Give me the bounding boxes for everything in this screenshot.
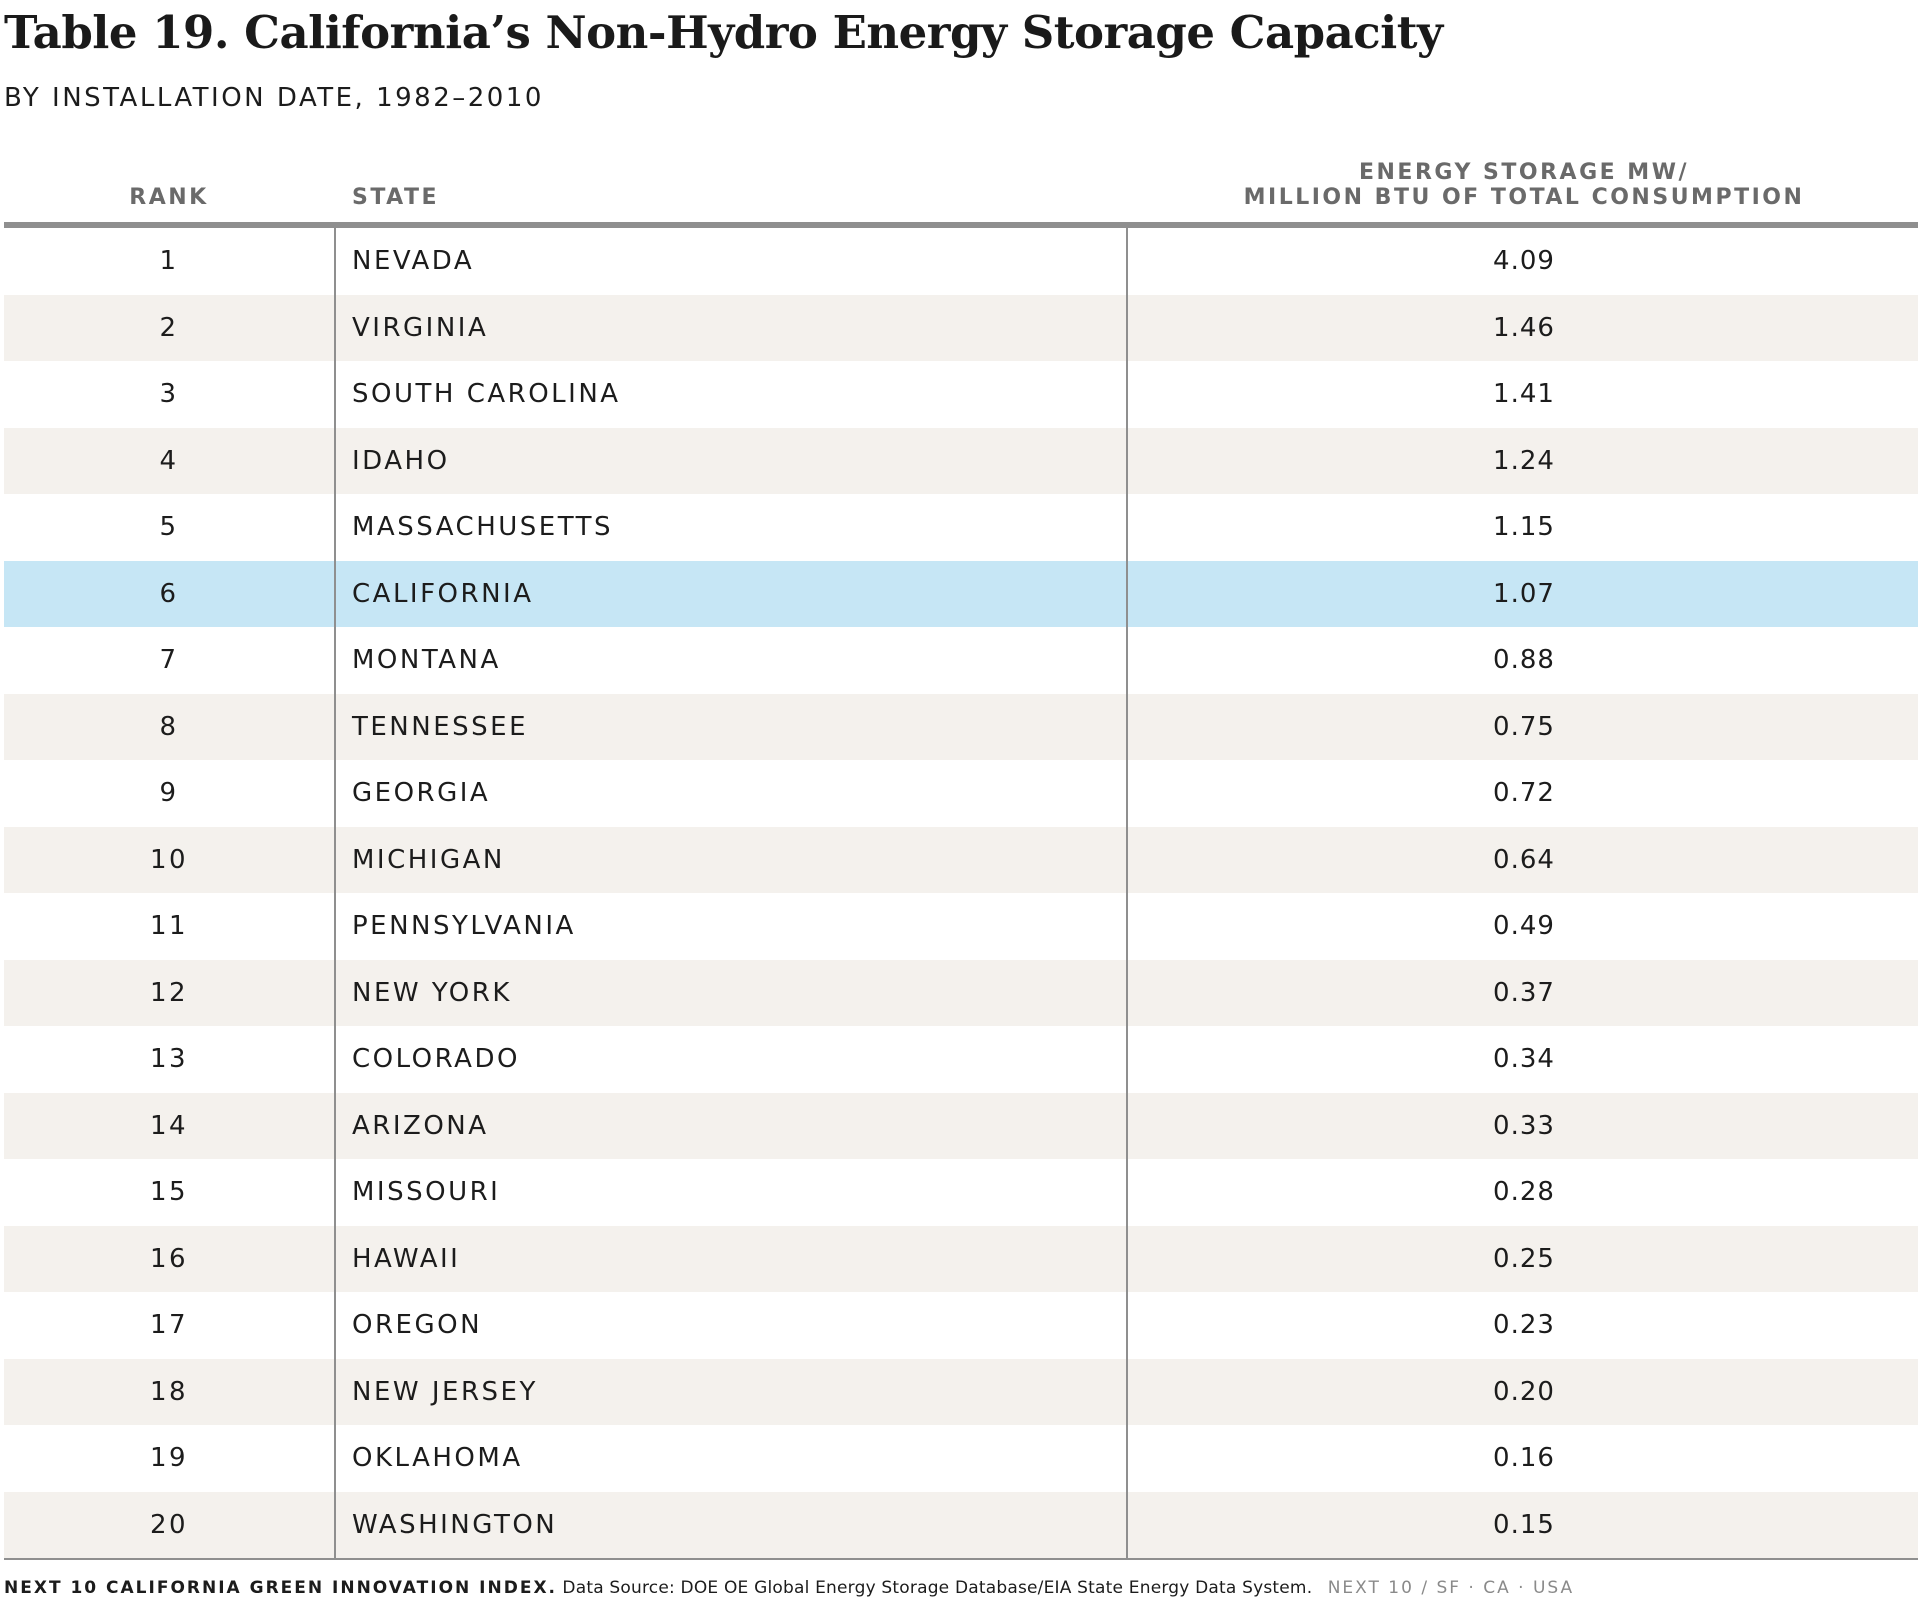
rank-cell: 19 [149,1443,189,1473]
table-row: 5 MASSACHUSETTS 1.15 [4,494,1918,561]
rank-cell: 12 [149,977,189,1008]
table-row: 10 MICHIGAN 0.64 [4,826,1918,893]
table-row: 11 PENNSYLVANIA 0.49 [4,893,1918,960]
value-cell: 0.20 [1493,1376,1555,1407]
rank-cell: 18 [149,1376,189,1407]
rank-cell: 9 [159,778,179,808]
state-cell: GEORGIA [352,778,491,808]
rank-cell: 11 [149,911,189,941]
table-row: 7 MONTANA 0.88 [4,627,1918,694]
state-cell: MISSOURI [352,1177,501,1207]
state-cell: PENNSYLVANIA [352,911,576,941]
value-cell: 1.41 [1493,379,1555,409]
table-row: 19 OKLAHOMA 0.16 [4,1425,1918,1492]
value-cell: 0.34 [1493,1044,1555,1074]
state-cell: SOUTH CAROLINA [352,379,621,409]
value-cell: 0.16 [1493,1443,1555,1473]
table-bottom-rule [4,1558,1918,1560]
table-row: 4 IDAHO 1.24 [4,427,1918,494]
value-cell: 0.75 [1493,711,1555,742]
rank-cell: 17 [149,1310,189,1340]
footer-index-name: NEXT 10 CALIFORNIA GREEN INNOVATION INDE… [4,1578,558,1598]
table-row: 20 WASHINGTON 0.15 [4,1491,1918,1558]
table-row: 14 ARIZONA 0.33 [4,1092,1918,1159]
value-cell: 1.24 [1493,445,1555,476]
table-row: 9 GEORGIA 0.72 [4,760,1918,827]
rank-cell: 8 [159,711,179,742]
table-row: 2 VIRGINIA 1.46 [4,294,1918,361]
table-row-highlighted: 6 CALIFORNIA 1.07 [4,560,1918,627]
state-cell: OREGON [352,1310,483,1340]
rank-cell: 14 [149,1110,189,1141]
header-value-line2: MILLION BTU OF TOTAL CONSUMPTION [1243,185,1805,210]
table-row: 16 HAWAII 0.25 [4,1225,1918,1292]
value-cell: 0.72 [1493,778,1555,808]
state-cell: COLORADO [352,1044,520,1074]
rank-cell: 4 [159,445,179,476]
state-cell: MONTANA [352,645,501,675]
header-state: STATE [352,185,439,210]
value-cell: 1.46 [1493,312,1555,343]
table-row: 13 COLORADO 0.34 [4,1026,1918,1093]
table-row: 1 NEVADA 4.09 [4,228,1918,295]
header-value: ENERGY STORAGE MW/ MILLION BTU OF TOTAL … [1130,160,1918,210]
table-row: 18 NEW JERSEY 0.20 [4,1358,1918,1425]
table-body: 1 NEVADA 4.09 2 VIRGINIA 1.46 3 SOUTH CAROLINA 1… [4,228,1918,1558]
table-title: Table 19. California’s Non-Hydro Energy … [4,6,1443,59]
state-cell: MICHIGAN [352,844,505,875]
rank-cell: 15 [149,1177,189,1207]
state-cell: MASSACHUSETTS [352,512,614,542]
ranking-table: RANK STATE ENERGY STORAGE MW/ MILLION BT… [4,138,1918,1560]
state-cell: IDAHO [352,445,450,476]
value-cell: 0.37 [1493,977,1555,1008]
rank-cell: 7 [159,645,179,675]
value-cell: 0.49 [1493,911,1555,941]
footer: NEXT 10 CALIFORNIA GREEN INNOVATION INDE… [4,1578,1574,1598]
rank-cell: 16 [149,1243,189,1274]
rank-cell: 5 [159,512,179,542]
header-value-line1: ENERGY STORAGE MW/ [1358,160,1690,185]
table-header: RANK STATE ENERGY STORAGE MW/ MILLION BT… [4,138,1918,228]
rank-cell: 3 [159,379,179,409]
column-divider-rank-state [334,228,336,1558]
state-cell: ARIZONA [352,1110,489,1141]
table-row: 8 TENNESSEE 0.75 [4,693,1918,760]
value-cell: 1.15 [1493,512,1555,542]
value-cell: 0.64 [1493,844,1555,875]
state-cell: CALIFORNIA [352,578,534,609]
rank-cell: 10 [149,844,189,875]
table-row: 3 SOUTH CAROLINA 1.41 [4,361,1918,428]
value-cell: 0.25 [1493,1243,1555,1274]
value-cell: 0.33 [1493,1110,1555,1141]
state-cell: HAWAII [352,1243,461,1274]
table-row: 15 MISSOURI 0.28 [4,1159,1918,1226]
value-cell: 4.09 [1493,246,1555,276]
rank-cell: 2 [159,312,179,343]
table-row: 12 NEW YORK 0.37 [4,959,1918,1026]
value-cell: 0.23 [1493,1310,1555,1340]
footer-brand: NEXT 10 / SF · CA · USA [1327,1578,1575,1598]
state-cell: WASHINGTON [352,1509,558,1540]
rank-cell: 13 [149,1044,189,1074]
rank-cell: 20 [149,1509,189,1540]
value-cell: 0.15 [1493,1509,1555,1540]
footer-data-source: Data Source: DOE OE Global Energy Storag… [562,1578,1313,1598]
state-cell: NEVADA [352,246,475,276]
state-cell: OKLAHOMA [352,1443,523,1473]
state-cell: VIRGINIA [352,312,489,343]
table-subtitle: BY INSTALLATION DATE, 1982–2010 [4,83,544,113]
state-cell: TENNESSEE [352,711,528,742]
state-cell: NEW YORK [352,977,512,1008]
table-row: 17 OREGON 0.23 [4,1292,1918,1359]
value-cell: 0.88 [1493,645,1555,675]
rank-cell: 6 [159,578,179,609]
column-divider-state-value [1126,228,1128,1558]
rank-cell: 1 [159,246,179,276]
value-cell: 1.07 [1493,578,1555,609]
state-cell: NEW JERSEY [352,1376,538,1407]
header-rank: RANK [129,185,209,210]
value-cell: 0.28 [1493,1177,1555,1207]
